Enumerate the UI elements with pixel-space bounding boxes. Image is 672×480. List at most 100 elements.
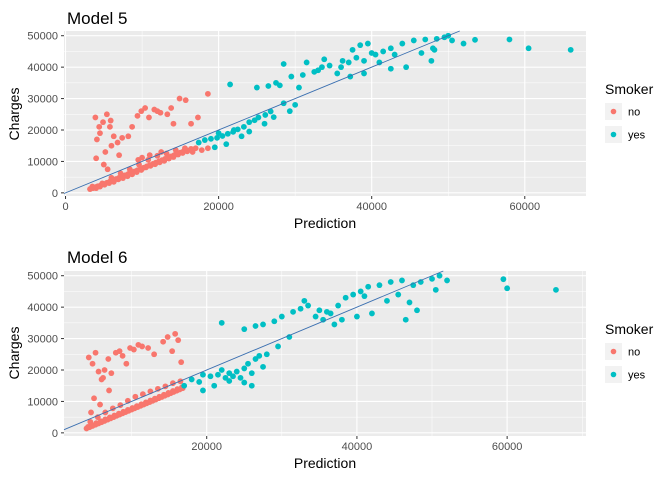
axis-ticks: 20000 40000 60000 0 10000 20000 30000 40000 5000… (27, 271, 522, 453)
point-yes (241, 326, 248, 333)
data-points (83, 272, 559, 432)
point-yes (286, 108, 293, 115)
point-no (97, 418, 104, 425)
point-no (156, 393, 163, 400)
point-yes (215, 130, 222, 137)
point-yes (214, 134, 220, 141)
point-no (89, 360, 96, 367)
point-yes (312, 313, 319, 320)
point-no (175, 337, 182, 344)
point-no (145, 345, 152, 351)
point-no (174, 386, 181, 393)
point-no (170, 120, 177, 127)
point-yes (280, 61, 287, 67)
point-yes (261, 120, 268, 127)
point-yes (256, 352, 263, 359)
point-yes (387, 279, 394, 285)
point-no (176, 95, 183, 102)
point-no (146, 152, 153, 159)
point-yes (353, 54, 360, 61)
point-yes (365, 283, 372, 290)
point-yes (241, 365, 248, 372)
point-yes (567, 46, 574, 53)
point-no (182, 97, 189, 104)
point-no (91, 395, 97, 402)
x-axis-title: Prediction (294, 215, 356, 231)
point-no (151, 395, 158, 402)
point-yes (406, 299, 413, 306)
point-yes (248, 382, 255, 389)
point-no (89, 183, 96, 190)
point-no (102, 416, 109, 423)
point-no (114, 139, 121, 146)
point-yes (338, 316, 345, 323)
point-yes (271, 318, 278, 325)
point-yes (319, 64, 325, 71)
point-no (108, 370, 115, 377)
point-yes (387, 45, 394, 52)
gridlines (64, 271, 586, 436)
point-no (94, 136, 100, 143)
reference-line (63, 270, 444, 431)
point-yes (246, 128, 253, 135)
chart-title: Model 5 (67, 9, 127, 28)
point-no (92, 349, 99, 356)
point-no (169, 348, 176, 355)
point-no (97, 130, 103, 137)
point-no (107, 117, 114, 124)
point-yes (391, 51, 398, 58)
point-yes (231, 127, 237, 133)
point-no (129, 171, 136, 178)
point-yes (265, 83, 272, 89)
point-yes (403, 64, 410, 71)
point-yes (230, 373, 236, 380)
point-no (147, 162, 154, 169)
point-yes (299, 72, 306, 78)
point-yes (350, 291, 357, 298)
point-no (106, 387, 112, 394)
point-yes (500, 276, 507, 283)
point-no (178, 359, 185, 366)
point-yes (207, 373, 214, 380)
point-no (119, 352, 126, 359)
point-yes (201, 137, 208, 143)
point-no (142, 105, 149, 111)
point-yes (237, 374, 244, 381)
point-no (172, 330, 179, 337)
point-yes (246, 119, 253, 126)
y-tick-label: 30000 (27, 94, 58, 106)
y-tick-label: 50000 (27, 271, 58, 283)
point-no (93, 155, 100, 162)
point-no (120, 175, 126, 181)
point-no (146, 114, 152, 121)
point-yes (342, 294, 349, 301)
point-no (142, 164, 149, 171)
panel-model-5: Model 5 0 20000 40000 60000 0 10000 20000 30000… (6, 9, 654, 231)
point-no (165, 390, 172, 396)
point-yes (357, 288, 364, 295)
point-yes (395, 291, 402, 298)
point-yes (181, 382, 188, 389)
point-yes (429, 275, 435, 282)
legend-key-no (610, 108, 617, 115)
point-yes (238, 133, 245, 140)
point-no (123, 360, 130, 367)
point-no (115, 410, 122, 417)
point-yes (218, 319, 225, 326)
y-tick-label: 20000 (27, 365, 58, 377)
point-yes (449, 37, 455, 44)
point-yes (506, 36, 513, 43)
point-yes (372, 51, 379, 58)
point-no (102, 149, 109, 155)
point-no (120, 408, 127, 415)
point-no (133, 169, 140, 176)
point-no (138, 401, 145, 408)
point-no (93, 420, 100, 427)
point-yes (227, 81, 233, 88)
point-yes (245, 360, 251, 367)
point-no (133, 403, 140, 410)
point-yes (380, 48, 387, 55)
point-no (110, 133, 117, 140)
point-yes (211, 382, 218, 389)
point-no (101, 367, 108, 373)
